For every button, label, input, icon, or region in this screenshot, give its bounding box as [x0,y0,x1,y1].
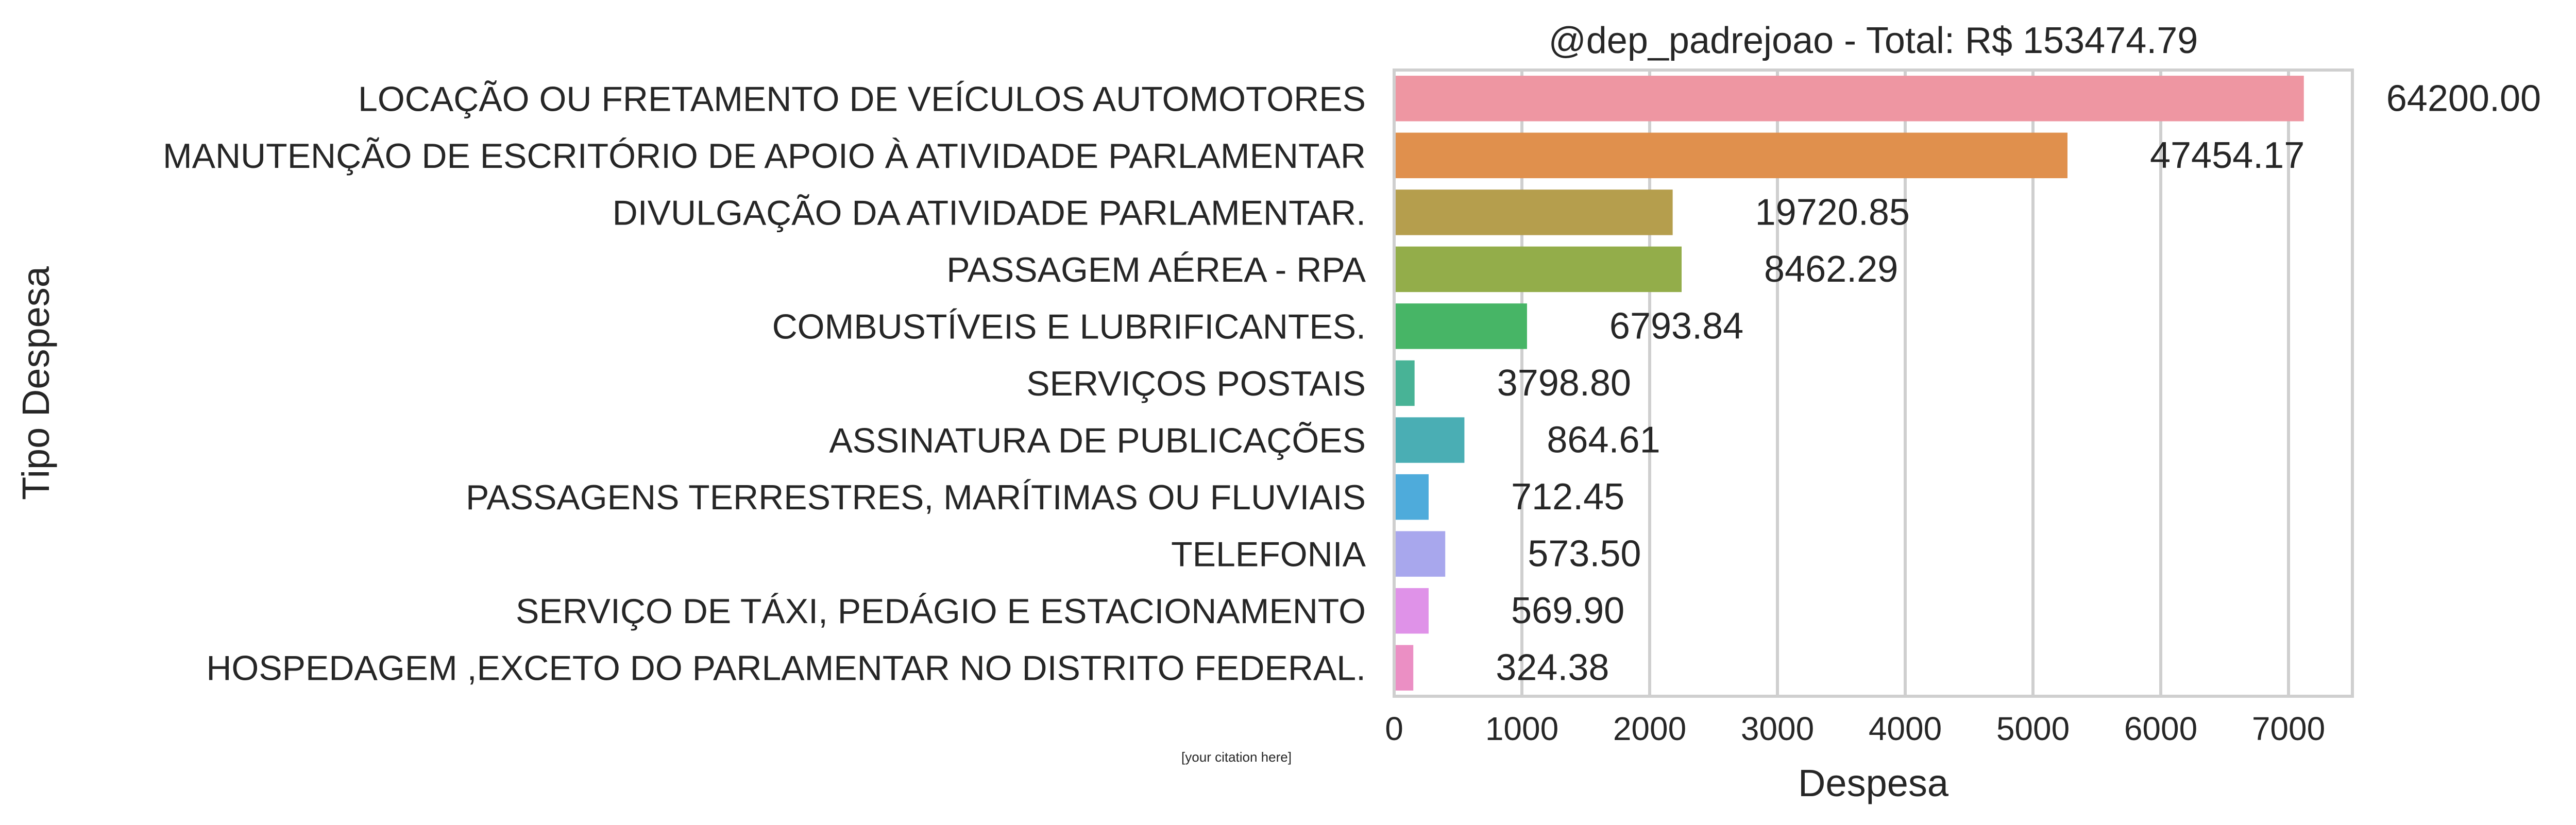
bar [1394,588,1429,634]
category-label: LOCAÇÃO OU FRETAMENTO DE VEÍCULOS AUTOMO… [358,79,1366,118]
value-labels: 64200.00 47454.17 19720.85 8462.29 6793.84 37… [1496,78,2541,688]
bar-value-label: 19720.85 [1755,192,1910,233]
bar-value-label: 8462.29 [1764,249,1898,290]
category-label: PASSAGENS TERRESTRES, MARÍTIMAS OU FLUVI… [466,478,1366,517]
bar [1394,360,1415,406]
bar-value-label: 569.90 [1511,590,1624,631]
bar-value-label: 712.45 [1511,476,1624,518]
category-label: TELEFONIA [1171,535,1366,574]
category-label: ASSINATURA DE PUBLICAÇÕES [829,421,1366,460]
bar [1394,190,1673,235]
x-tick-label: 6000 [2124,710,2197,747]
category-label: PASSAGEM AÉREA - RPA [946,250,1366,289]
bar [1394,76,2304,122]
bar [1394,246,1682,293]
x-tick-label: 0 [1385,710,1403,747]
x-tick-label: 1000 [1485,710,1558,747]
x-tick-label: 7000 [2252,710,2325,747]
bar-value-label: 573.50 [1528,534,1641,575]
category-label: DIVULGAÇÃO DA ATIVIDADE PARLAMENTAR. [613,193,1366,232]
x-tick-label: 2000 [1613,710,1686,747]
category-label: SERVIÇOS POSTAIS [1026,364,1366,403]
category-label: MANUTENÇÃO DE ESCRITÓRIO DE APOIO À ATIV… [163,136,1366,176]
bar-value-label: 64200.00 [2386,78,2541,119]
bar [1394,417,1465,463]
x-tick-labels: 0 1000 2000 3000 4000 5000 6000 7000 [1385,710,2325,747]
plot-frame [1393,68,2354,698]
x-axis-label: Despesa [1798,762,1949,804]
category-labels: LOCAÇÃO OU FRETAMENTO DE VEÍCULOS AUTOMO… [163,79,1366,688]
bar-value-label: 324.38 [1496,647,1609,689]
bar-value-label: 3798.80 [1497,363,1631,404]
bar [1394,645,1414,691]
chart-title: @dep_padrejoao - Total: R$ 153474.79 [1549,20,2198,61]
category-label: HOSPEDAGEM ,EXCETO DO PARLAMENTAR NO DIS… [206,649,1366,688]
x-tick-label: 4000 [1869,710,1942,747]
category-label: COMBUSTÍVEIS E LUBRIFICANTES. [772,307,1366,346]
bar-value-label: 864.61 [1547,420,1660,461]
category-label: SERVIÇO DE TÁXI, PEDÁGIO E ESTACIONAMENT… [516,592,1366,631]
bar-value-label: 47454.17 [2150,135,2304,176]
bar [1394,303,1527,349]
citation-text: [your citation here] [1181,749,1292,765]
bar [1394,132,2067,179]
bar-value-label: 6793.84 [1609,305,1743,347]
bar [1394,474,1429,520]
x-tick-label: 3000 [1741,710,1814,747]
x-tick-label: 5000 [1996,710,2070,747]
bar [1394,531,1446,577]
y-axis-label: Tipo Despesa [14,266,57,500]
bars [1394,76,2304,691]
